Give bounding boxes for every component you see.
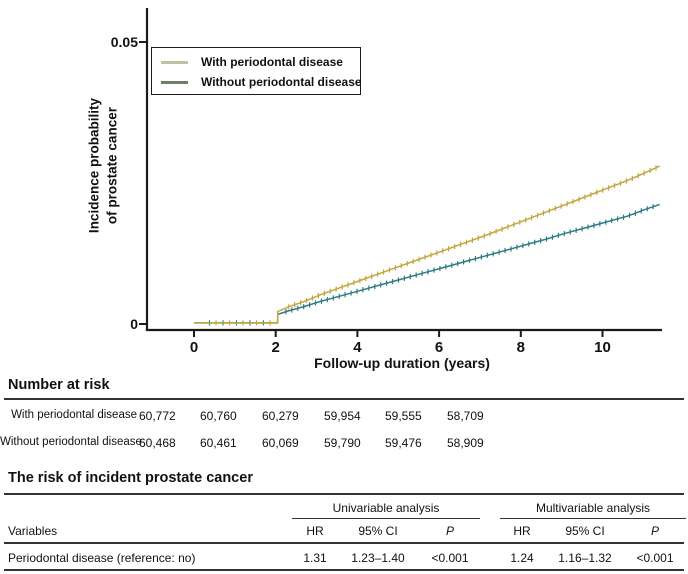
nar-row-with-label: With periodontal disease xyxy=(11,409,137,421)
nar-value: 60,279 xyxy=(262,409,299,423)
risk-row-label: Periodontal disease (reference: no) xyxy=(8,551,196,565)
y-tick-label-0: 0 xyxy=(130,316,138,332)
legend-item-with: With periodontal disease xyxy=(161,55,343,69)
y-axis-title: Incidence probability of prostate cancer xyxy=(85,56,120,276)
col-header-hr-multi: HR xyxy=(513,524,531,538)
y-tick-label-005: 0.05 xyxy=(110,34,138,50)
col-header-ci-uni: 95% CI xyxy=(358,524,398,538)
legend-label-with: With periodontal disease xyxy=(201,55,343,69)
legend-item-without: Without periodontal disease xyxy=(161,75,362,89)
nar-row-without: Without periodontal disease 60,468 60,46… xyxy=(0,436,688,454)
risk-value-p-multi: <0.001 xyxy=(636,551,674,565)
nar-value: 58,709 xyxy=(447,409,484,423)
x-tick-label: 6 xyxy=(435,339,443,356)
nar-value: 60,772 xyxy=(139,409,176,423)
nar-value: 59,555 xyxy=(385,409,422,423)
x-tick-label: 8 xyxy=(517,339,525,356)
legend-label-without: Without periodontal disease xyxy=(201,75,362,89)
col-header-p-multi: P xyxy=(650,524,659,538)
risk-value-ci-multi: 1.16–1.32 xyxy=(558,551,612,565)
risk-value-p-uni: <0.001 xyxy=(431,551,469,565)
risk-value-ci-uni: 1.23–1.40 xyxy=(351,551,405,565)
risk-table-title: The risk of incident prostate cancer xyxy=(8,470,253,486)
nar-value: 59,476 xyxy=(385,436,422,450)
variables-header: Variables xyxy=(8,524,58,538)
nar-value: 59,790 xyxy=(324,436,361,450)
x-axis-title: Follow-up duration (years) xyxy=(314,355,490,371)
nar-value: 60,468 xyxy=(139,436,176,450)
y-axis-title-line2: of prostate cancer xyxy=(104,107,119,225)
incidence-chart: 0 2 4 6 8 10 xyxy=(139,8,662,356)
multivariable-underline xyxy=(500,518,686,520)
nar-row-without-label: Without periodontal disease xyxy=(0,436,142,448)
risk-table-top-rule xyxy=(4,493,684,495)
number-at-risk-rule xyxy=(4,398,684,401)
x-tick-label: 2 xyxy=(272,339,280,356)
risk-value-hr-uni: 1.31 xyxy=(303,551,327,565)
x-tick-label: 10 xyxy=(594,339,611,356)
risk-table-bottom-rule xyxy=(4,569,684,571)
nar-value: 60,461 xyxy=(200,436,237,450)
series-line-without-periodontal-disease xyxy=(194,203,660,324)
nar-value: 59,954 xyxy=(324,409,361,423)
univariable-underline xyxy=(292,518,480,520)
nar-row-with: With periodontal disease 60,772 60,760 6… xyxy=(0,409,688,427)
x-tick-label: 0 xyxy=(190,339,198,356)
number-at-risk-heading: Number at risk xyxy=(8,377,110,393)
series-line-with-periodontal-disease xyxy=(194,165,661,324)
group-header-multivariable: Multivariable analysis xyxy=(535,501,651,515)
col-header-hr-uni: HR xyxy=(306,524,324,538)
legend-swatch-without-icon xyxy=(161,80,188,84)
chart-legend: With periodontal disease Without periodo… xyxy=(151,47,362,95)
nar-value: 60,069 xyxy=(262,436,299,450)
legend-swatch-with-icon xyxy=(161,60,188,64)
nar-value: 58,909 xyxy=(447,436,484,450)
group-header-univariable: Univariable analysis xyxy=(332,501,440,515)
risk-value-hr-multi: 1.24 xyxy=(510,551,534,565)
risk-table-header-rule xyxy=(4,542,684,544)
chart-dynamic-layer: 0 2 4 6 8 10 xyxy=(139,41,661,356)
x-tick-label: 4 xyxy=(353,339,362,356)
col-header-p-uni: P xyxy=(445,524,454,538)
nar-value: 60,760 xyxy=(200,409,237,423)
col-header-ci-multi: 95% CI xyxy=(565,524,605,538)
y-axis-title-line1: Incidence probability xyxy=(86,98,102,234)
